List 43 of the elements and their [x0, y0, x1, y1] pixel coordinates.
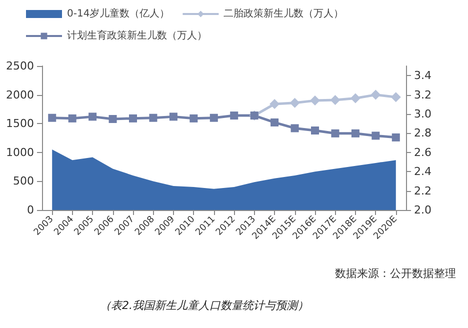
text: （表2.我国新生儿童人口数量统计与预测） — [100, 299, 308, 312]
point — [169, 112, 178, 121]
y-tick-label: 2500 — [6, 60, 34, 72]
y2-tick-label: 3.2 — [414, 88, 432, 102]
point — [311, 126, 319, 135]
legend-label: 二胎政策新生儿数（万人） — [224, 8, 344, 20]
point — [190, 114, 198, 122]
y2-tick-label: 2.2 — [414, 184, 432, 198]
point — [392, 133, 400, 142]
point — [370, 90, 381, 100]
y2-tick-label: 2.4 — [414, 165, 432, 178]
point — [88, 112, 97, 121]
point — [290, 98, 300, 108]
point — [351, 129, 360, 138]
point — [330, 94, 340, 105]
y-tick-label: 2000 — [6, 88, 34, 102]
y-tick-label: 500 — [13, 174, 34, 188]
y-tick-label: 1500 — [6, 117, 34, 130]
point — [331, 129, 340, 138]
y2-tick-label: 2.8 — [414, 126, 432, 140]
point — [210, 114, 218, 122]
legend-label: 计划生育政策新生儿数（万人） — [67, 30, 207, 42]
y2-tick-label: 3.0 — [414, 108, 432, 120]
source-note: 数据来源：公开数据整理 — [335, 267, 456, 280]
legend-label: 0-14岁儿童数（亿人） — [67, 8, 170, 20]
y2-tick-label: 2.6 — [414, 146, 432, 159]
point — [390, 92, 401, 102]
point — [290, 124, 299, 132]
point — [270, 118, 279, 126]
point — [149, 114, 158, 122]
point — [310, 96, 320, 106]
point — [350, 93, 360, 104]
point — [129, 114, 137, 122]
point — [68, 114, 76, 122]
point — [108, 114, 117, 123]
point — [48, 114, 56, 122]
y2-tick-label: 3.4 — [414, 69, 432, 82]
point — [372, 132, 380, 140]
y2-tick-label: 2.0 — [414, 204, 432, 216]
point — [230, 112, 238, 120]
y-tick-label: 1000 — [6, 146, 34, 159]
point — [270, 99, 280, 110]
y-tick-label: 0 — [27, 204, 34, 216]
